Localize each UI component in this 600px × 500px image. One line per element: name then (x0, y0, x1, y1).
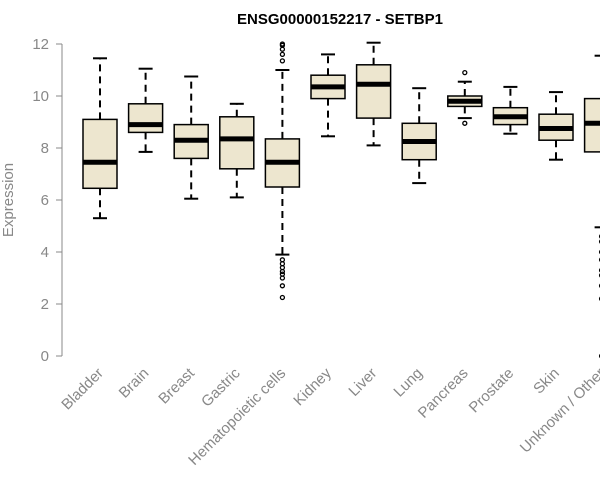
x-category-label: Kidney (290, 364, 335, 409)
box-group (401, 87, 437, 185)
y-axis-title: Expression (0, 163, 17, 237)
outlier-point (462, 120, 468, 126)
box-iqr (82, 118, 118, 190)
box-group (538, 91, 574, 161)
y-tick-label: 12 (32, 36, 49, 53)
y-tick-label: 2 (41, 296, 49, 313)
outlier-point (279, 294, 286, 301)
boxes-layer (82, 41, 600, 359)
box-group (447, 69, 483, 126)
box-group (82, 57, 118, 220)
outlier-point (279, 257, 286, 263)
y-tick-label: 6 (41, 192, 49, 209)
box-group (264, 41, 301, 301)
box-iqr (355, 64, 392, 119)
box-iqr (127, 103, 164, 134)
y-tick-label: 8 (41, 140, 49, 157)
box-group (492, 85, 529, 135)
box-group (127, 67, 164, 153)
x-category-label: Liver (345, 365, 380, 400)
x-category-label: Brain (116, 365, 153, 402)
box-group (219, 102, 255, 199)
y-tick-label: 10 (32, 88, 49, 105)
y-tick-label: 4 (41, 244, 49, 261)
x-category-label: Skin (530, 365, 563, 398)
x-category-label: Lung (390, 365, 426, 401)
outlier-point (462, 69, 468, 76)
box-group (583, 54, 600, 359)
outlier-point (279, 271, 286, 277)
chart-title: ENSG00000152217 - SETBP1 (237, 11, 443, 28)
y-tick-label: 0 (41, 348, 49, 365)
x-category-label: Prostate (466, 365, 518, 417)
y-axis: 0 2 4 6 8 10 12 (32, 36, 63, 365)
box-group (173, 75, 209, 200)
outlier-point (279, 51, 286, 58)
outlier-point (279, 41, 286, 47)
box-group (310, 53, 346, 138)
box-iqr (219, 116, 255, 170)
x-category-label: Gastric (198, 364, 244, 410)
x-category-label: Bladder (58, 365, 107, 414)
x-category-label: Breast (155, 364, 198, 407)
outlier-point (279, 283, 286, 289)
box-group (355, 41, 392, 147)
x-category-label: Pancreas (415, 365, 472, 422)
outlier-point (279, 58, 286, 64)
